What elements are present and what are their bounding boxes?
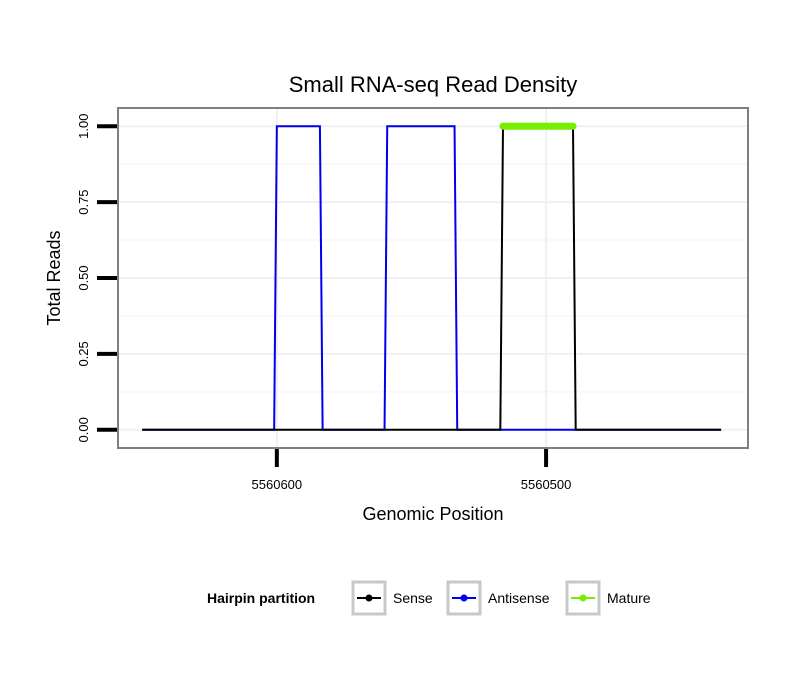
- legend-item-antisense: Antisense: [446, 580, 550, 616]
- grid-major: [118, 108, 748, 448]
- y-axis-title: Total Reads: [44, 230, 64, 325]
- plot-border: [117, 107, 749, 449]
- legend-label-mature: Mature: [607, 590, 651, 606]
- x-tick-label: 5560500: [521, 477, 572, 492]
- y-axis: 0.00 0.25 0.50 0.75 1.00: [76, 114, 117, 442]
- legend-dot-sense: [365, 594, 373, 602]
- y-tick-label: 0.75: [76, 189, 91, 214]
- y-tick-label: 0.50: [76, 265, 91, 290]
- x-axis: 5560600 5560500: [252, 449, 572, 492]
- y-tick-label: 0.25: [76, 341, 91, 366]
- grid-minor: [118, 163, 748, 393]
- legend-dot-mature: [579, 594, 587, 602]
- legend-label-antisense: Antisense: [488, 590, 550, 606]
- legend-dot-antisense: [460, 594, 468, 602]
- y-tick-label: 1.00: [76, 114, 91, 139]
- series-line-antisense: [142, 125, 722, 431]
- chart-title: Small RNA-seq Read Density: [289, 72, 578, 97]
- y-tick-label: 0.00: [76, 417, 91, 442]
- x-tick-label: 5560600: [252, 477, 303, 492]
- legend-item-mature: Mature: [565, 580, 651, 616]
- legend-item-sense: Sense: [351, 580, 433, 616]
- legend: Hairpin partition Sense Antisense Mature: [207, 580, 651, 616]
- x-axis-title: Genomic Position: [362, 504, 503, 524]
- plot-area: [117, 107, 749, 449]
- legend-label-sense: Sense: [393, 590, 433, 606]
- series-layer: [142, 122, 722, 431]
- legend-title: Hairpin partition: [207, 590, 315, 606]
